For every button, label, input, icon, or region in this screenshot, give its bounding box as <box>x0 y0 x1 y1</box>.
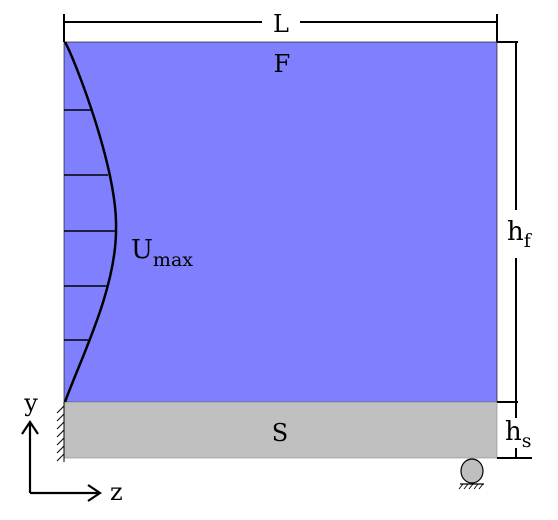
solid-label: S <box>272 419 288 447</box>
z-axis-label: z <box>110 478 123 506</box>
parabolic-profile-curve <box>63 41 118 403</box>
fixed-support-hatch <box>56 402 65 462</box>
velocity-label: Umax <box>131 235 193 271</box>
roller-support <box>458 458 484 490</box>
fluid-height-label-main: h <box>507 217 524 247</box>
fluid-label: F <box>274 50 291 78</box>
solid-height-label-main: h <box>505 417 522 447</box>
z-axis-arrowhead <box>87 484 102 502</box>
roller-wheel <box>460 458 484 484</box>
length-label: L <box>273 10 289 38</box>
length-dimension <box>63 14 498 42</box>
fluid-height-label-sub: f <box>524 230 533 252</box>
velocity-label-sub: max <box>153 249 193 271</box>
fluid-domain <box>63 41 498 403</box>
y-axis-arrowhead <box>21 420 39 435</box>
solid-domain <box>63 401 498 459</box>
fluid-height-dimension <box>497 41 518 403</box>
coordinate-axes <box>21 420 102 502</box>
solid-height-label: hs <box>505 417 532 452</box>
solid-height-label-sub: s <box>522 430 532 452</box>
solid-height-dimension <box>497 402 532 459</box>
velocity-label-main: U <box>131 235 153 265</box>
fluid-height-label: hf <box>507 217 533 252</box>
velocity-profile <box>63 41 118 403</box>
y-axis-label: y <box>23 389 38 417</box>
